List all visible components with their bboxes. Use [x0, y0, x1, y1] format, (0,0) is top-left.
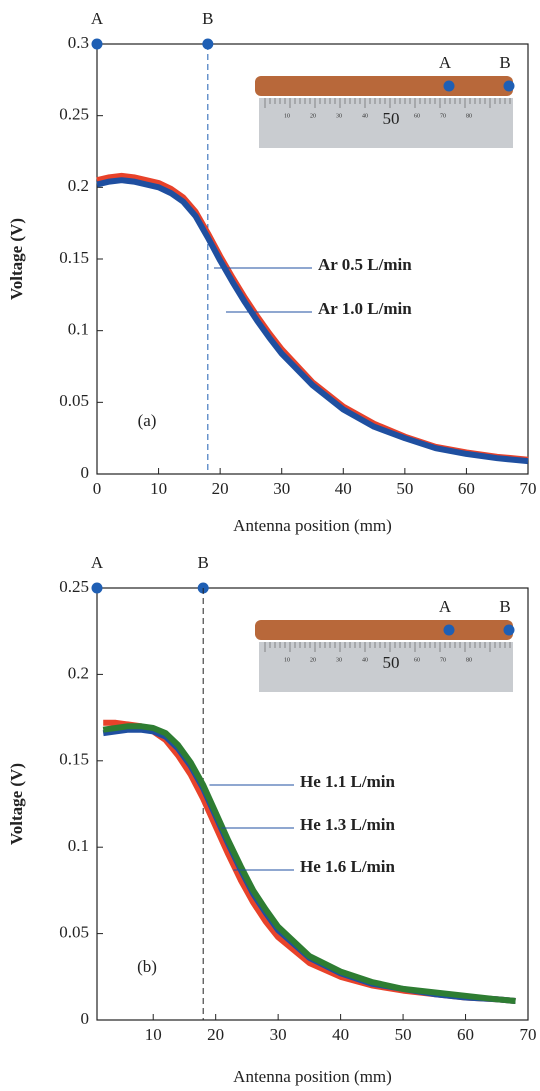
x-tick-label: 10: [145, 1025, 162, 1044]
y-tick-label: 0.2: [68, 663, 89, 682]
inset-point: [503, 80, 515, 92]
inset-point-label: B: [499, 53, 510, 72]
inset-point: [443, 624, 455, 636]
x-tick-label: 30: [273, 479, 290, 498]
marker-label: A: [91, 553, 104, 572]
ruler-label: 40: [362, 657, 368, 663]
y-tick-label: 0.1: [68, 836, 89, 855]
y-tick-label: 0: [81, 1009, 90, 1028]
y-tick-label: 0.3: [68, 33, 89, 52]
position-marker: [91, 38, 103, 50]
y-tick-label: 0.15: [59, 750, 89, 769]
x-tick-label: 40: [335, 479, 352, 498]
inset-point: [503, 624, 515, 636]
x-tick-label: 50: [395, 1025, 412, 1044]
marker-label: A: [91, 9, 104, 28]
data-line: [102, 723, 516, 1004]
inset-antenna: [255, 76, 513, 96]
data-line: [96, 177, 529, 465]
y-tick-label: 0.2: [68, 176, 89, 195]
y-tick-label: 0: [81, 463, 90, 482]
x-tick-label: 70: [520, 1025, 537, 1044]
inset-point-label: A: [439, 597, 452, 616]
y-axis-label: Voltage (V): [7, 763, 26, 845]
x-tick-label: 20: [212, 479, 229, 498]
legend-label: He 1.1 L/min: [300, 772, 395, 791]
x-tick-label: 60: [457, 1025, 474, 1044]
x-tick-label: 60: [458, 479, 475, 498]
inset-point: [443, 80, 455, 92]
ruler-label: 80: [466, 657, 472, 663]
x-tick-label: 30: [270, 1025, 287, 1044]
x-axis-label: Antenna position (mm): [233, 1067, 392, 1086]
inset-point-label: A: [439, 53, 452, 72]
y-tick-label: 0.15: [59, 248, 89, 267]
legend-label: He 1.3 L/min: [300, 815, 395, 834]
x-tick-label: 50: [396, 479, 413, 498]
ruler-label: 30: [336, 657, 342, 663]
y-tick-label: 0.25: [59, 577, 89, 596]
marker-label: B: [202, 9, 213, 28]
legend-label: Ar 0.5 L/min: [318, 255, 412, 274]
y-tick-label: 0.1: [68, 320, 89, 339]
legend-label: He 1.6 L/min: [300, 857, 395, 876]
data-line: [96, 172, 529, 463]
x-tick-label: 40: [332, 1025, 349, 1044]
ruler-label: 80: [466, 113, 472, 119]
inset-ruler: [259, 642, 513, 692]
x-tick-label: 10: [150, 479, 167, 498]
marker-label: B: [198, 553, 209, 572]
ruler-label: 60: [414, 657, 420, 663]
position-marker: [91, 582, 103, 594]
y-axis-label: Voltage (V): [7, 218, 26, 300]
panel-label: (a): [138, 411, 157, 430]
x-axis-label: Antenna position (mm): [233, 516, 392, 535]
y-tick-label: 0.25: [59, 105, 89, 124]
plot-frame: [96, 587, 529, 1021]
ruler-label: 20: [310, 657, 316, 663]
ruler-highlight: 50: [383, 109, 400, 128]
x-tick-label: 70: [520, 479, 537, 498]
y-tick-label: 0.05: [59, 923, 89, 942]
legend-label: Ar 1.0 L/min: [318, 299, 412, 318]
inset-antenna: [255, 620, 513, 640]
ruler-highlight: 50: [383, 653, 400, 672]
inset-ruler: [259, 98, 513, 148]
ruler-label: 30: [336, 113, 342, 119]
ruler-label: 70: [440, 113, 446, 119]
ruler-label: 10: [284, 657, 290, 663]
panel-label: (b): [137, 957, 157, 976]
x-tick-label: 20: [207, 1025, 224, 1044]
inset-point-label: B: [499, 597, 510, 616]
ruler-label: 20: [310, 113, 316, 119]
y-tick-label: 0.05: [59, 391, 89, 410]
ruler-label: 70: [440, 657, 446, 663]
x-tick-label: 0: [93, 479, 102, 498]
ruler-label: 40: [362, 113, 368, 119]
ruler-label: 10: [284, 113, 290, 119]
ruler-label: 60: [414, 113, 420, 119]
